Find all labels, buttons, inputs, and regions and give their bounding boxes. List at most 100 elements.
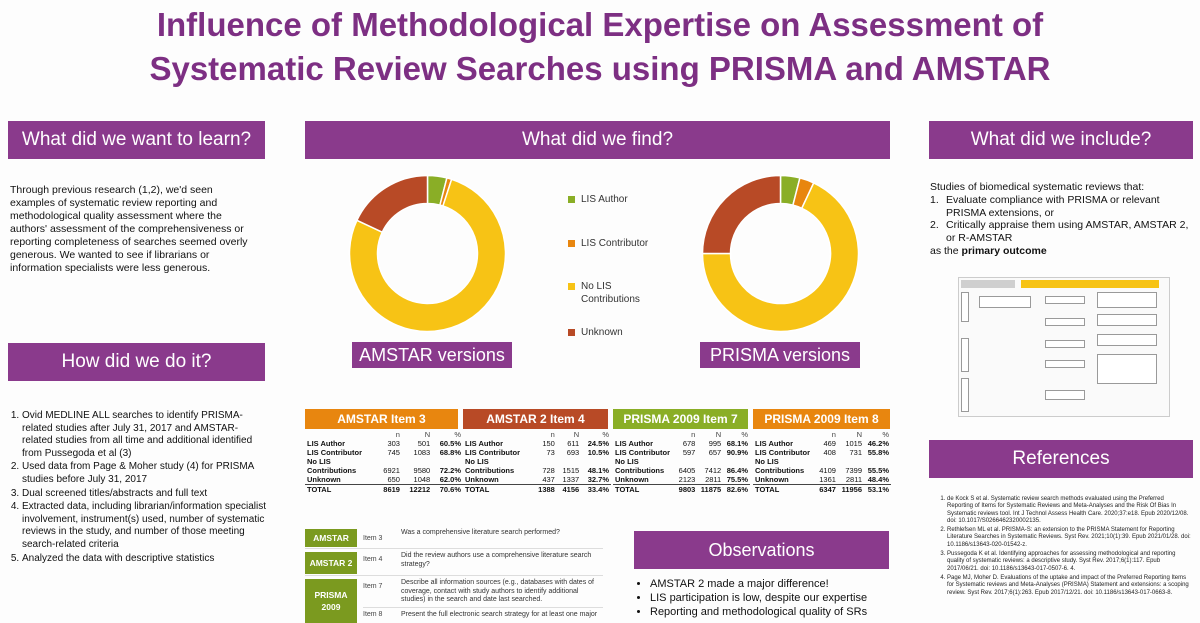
table-cell: 2811 <box>845 475 863 484</box>
table-cell: 408 <box>823 448 836 457</box>
table-cell: 68.8% <box>439 448 461 457</box>
flow-diagram-image <box>958 277 1170 417</box>
how-steps: Ovid MEDLINE ALL searches to identify PR… <box>8 410 266 566</box>
table-row-label: No LIS <box>465 457 489 466</box>
table-row: TOTAL 8619 12212 70.6% <box>305 484 463 494</box>
table-row: TOTAL 6347 11956 53.1% <box>753 484 891 494</box>
prisma-item-7-table: n N% LIS Author 678 995 68.1% LIS Contributor 5… <box>613 430 750 494</box>
table-row: LIS Author 469 1015 46.2% <box>753 439 891 448</box>
flow-box <box>1097 354 1157 384</box>
legend-item-no-lis: No LIS Contributions <box>568 280 648 306</box>
table-cell: 2123 <box>678 475 696 484</box>
table-cell: 678 <box>682 439 696 448</box>
table-cell: 6921 <box>383 466 400 475</box>
include-intro: Studies of biomedical systematic reviews… <box>930 181 1145 193</box>
legend-swatch <box>568 283 575 290</box>
table-row: LIS Contributor 745 1083 68.8% <box>305 448 463 457</box>
table-column-header: N <box>856 430 863 439</box>
table-cell <box>675 457 697 466</box>
item-instrument-label: AMSTAR <box>305 529 357 547</box>
item-text: Present the full electronic search strat… <box>401 611 598 618</box>
table-cell: 469 <box>823 439 836 448</box>
table-column-header-row: n N% <box>753 430 891 439</box>
table-row-label: Unknown <box>465 475 499 484</box>
item-instrument-label: PRISMA 2009 <box>305 579 357 623</box>
table-row-label: Contributions <box>465 466 515 475</box>
table-row-label: Contributions <box>755 466 805 475</box>
table-row: LIS Contributor 597 657 90.9% <box>613 448 750 457</box>
flow-box <box>1045 318 1085 326</box>
table-row: TOTAL 9803 11875 82.6% <box>613 484 750 494</box>
table-cell: 33.4% <box>581 484 611 494</box>
table-column-header-row: n N% <box>613 430 750 439</box>
reference-item: Pussegoda K et al. Identifying approache… <box>947 551 1191 573</box>
item-instrument-label: AMSTAR 2 <box>305 552 357 574</box>
poster-title-line-1: Influence of Methodological Expertise on… <box>156 6 1044 43</box>
how-step: Analyzed the data with descriptive stati… <box>22 553 266 566</box>
item-number: Item 3 <box>363 535 383 542</box>
table-cell <box>532 457 556 466</box>
table-row-label: Unknown <box>755 475 789 484</box>
flow-box <box>1045 296 1085 304</box>
table-cell: 53.1% <box>864 484 891 494</box>
table-row: LIS Contributor 73 693 10.5% <box>463 448 611 457</box>
legend-swatch <box>568 239 575 247</box>
item-text: Describe all information sources (e.g., … <box>401 579 594 603</box>
item-row: PRISMA 2009 Item 7 Describe all informat… <box>305 577 603 623</box>
amstar-item-3-table: n N% LIS Author 303 501 60.5% LIS Contributor 7… <box>305 430 463 494</box>
observation-item: AMSTAR 2 made a major difference! <box>650 577 867 591</box>
table-cell: 9803 <box>675 484 698 494</box>
table-cell: 12212 <box>401 484 433 494</box>
table-cell: 4156 <box>556 484 582 494</box>
table-cell: 2811 <box>705 475 722 484</box>
table-column-header-row: n N% <box>463 430 611 439</box>
table-cell: 657 <box>708 448 722 457</box>
table-row: Contributions 6921 9580 72.2% <box>305 466 463 475</box>
table-cell: 82.6% <box>723 484 750 494</box>
table-cell <box>402 457 432 466</box>
table-cell: 10.5% <box>587 448 609 457</box>
include-list-item: 1. Evaluate compliance with PRISMA or rel… <box>930 194 1192 220</box>
table-column-header: N <box>715 430 722 439</box>
observation-item: LIS participation is low, despite our ex… <box>650 591 867 605</box>
table-row-label: TOTAL <box>305 484 377 494</box>
poster-title-line-2: Systematic Review Searches using PRISMA … <box>149 50 1051 87</box>
flow-box <box>1045 340 1085 348</box>
item-number: Item 4 <box>363 556 383 563</box>
flow-box <box>1045 360 1085 368</box>
include-heading: What did we include? <box>929 121 1193 159</box>
table-column-header: % <box>454 430 461 439</box>
item-row: Item 8 Present the full electronic searc… <box>363 607 603 621</box>
table-cell: 90.9% <box>726 448 748 457</box>
prisma-item-8-table: n N% LIS Author 469 1015 46.2% LIS Contributor… <box>753 430 891 494</box>
flow-box <box>961 378 969 412</box>
table-column-header: % <box>602 430 609 439</box>
flow-box <box>961 292 969 322</box>
table-column-header: n <box>550 430 555 439</box>
table-cell: 11875 <box>697 484 724 494</box>
how-heading: How did we do it? <box>8 343 265 381</box>
amstar2-item-4-table: n N% LIS Author 150 611 24.5% LIS Contributor 7… <box>463 430 611 494</box>
table-cell <box>838 457 864 466</box>
include-outro-bold: primary outcome <box>961 244 1047 257</box>
donut-slice-unknown <box>355 174 429 234</box>
table-cell: 32.7% <box>587 475 609 484</box>
table-row: Contributions 728 1515 48.1% <box>463 466 611 475</box>
table-cell: 70.6% <box>432 484 463 494</box>
table-cell: 1015 <box>845 439 863 448</box>
table-column-header: N <box>424 430 431 439</box>
flow-box <box>1097 314 1157 326</box>
table-cell: 303 <box>387 439 400 448</box>
table-header-amstar-item-3: AMSTAR Item 3 <box>305 409 458 429</box>
table-cell: 55.8% <box>867 448 889 457</box>
table-cell: 728 <box>542 466 555 475</box>
donut-slice-no-lis-contributions <box>701 181 860 333</box>
include-list-text: Critically appraise them using AMSTAR, A… <box>946 219 1189 245</box>
table-row-label: LIS Contributor <box>307 448 362 457</box>
table-column-header: % <box>741 430 748 439</box>
table-cell <box>864 457 891 466</box>
table-cell: 9580 <box>413 466 431 475</box>
how-step: Ovid MEDLINE ALL searches to identify PR… <box>22 410 266 460</box>
table-row: No LIS <box>463 457 611 466</box>
table-cell: 597 <box>682 448 696 457</box>
